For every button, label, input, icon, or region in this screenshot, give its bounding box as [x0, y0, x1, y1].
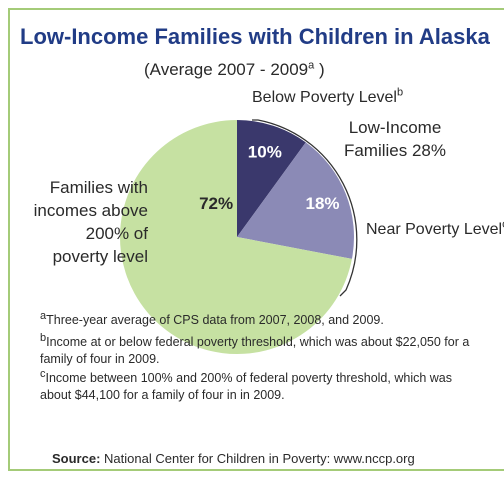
- footnote-mark: a: [40, 309, 47, 322]
- subtitle-end: ): [314, 60, 325, 79]
- category-label: Near Poverty Levelc: [366, 218, 504, 241]
- chart-title: Low-Income Families with Children in Ala…: [20, 24, 491, 49]
- value-label: 72%: [199, 194, 233, 213]
- category-text: Near Poverty Level: [366, 221, 503, 238]
- subtitle-text: (Average 2007 - 2009: [144, 60, 309, 79]
- footnote: aThree-year average of CPS data from 200…: [40, 309, 470, 329]
- group-label: Low-Income Families 28%: [343, 118, 447, 160]
- footnote-text: Three-year average of CPS data from 2007…: [46, 313, 384, 327]
- bracket: [252, 119, 358, 297]
- footnote-text: Income between 100% and 200% of federal …: [40, 371, 452, 402]
- footnote: bIncome at or below federal poverty thre…: [40, 331, 470, 368]
- footnote-mark: c: [40, 367, 46, 380]
- pie-slice: [237, 120, 306, 237]
- source-label: Source:: [52, 451, 101, 466]
- category-text: Below Poverty Level: [252, 89, 397, 106]
- chart-subtitle: (Average 2007 - 2009a ): [144, 58, 325, 81]
- value-label: 18%: [306, 194, 340, 213]
- subtitle-mark: a: [308, 59, 315, 72]
- category-mark: c: [502, 219, 504, 231]
- category-label: Below Poverty Levelb: [252, 86, 403, 109]
- category-label: Families with incomes above 200% of pove…: [33, 178, 148, 266]
- pie-slice: [237, 142, 354, 259]
- frame: [8, 8, 504, 471]
- footnote-text: Income at or below federal poverty thres…: [40, 335, 470, 366]
- value-label: 10%: [248, 142, 282, 161]
- pie-slice: [119, 120, 352, 355]
- footnote-mark: b: [40, 331, 47, 344]
- source: Source: National Center for Children in …: [52, 450, 482, 467]
- source-text: National Center for Children in Poverty:…: [104, 451, 415, 466]
- footnote: cIncome between 100% and 200% of federal…: [40, 367, 470, 404]
- category-mark: b: [396, 86, 404, 99]
